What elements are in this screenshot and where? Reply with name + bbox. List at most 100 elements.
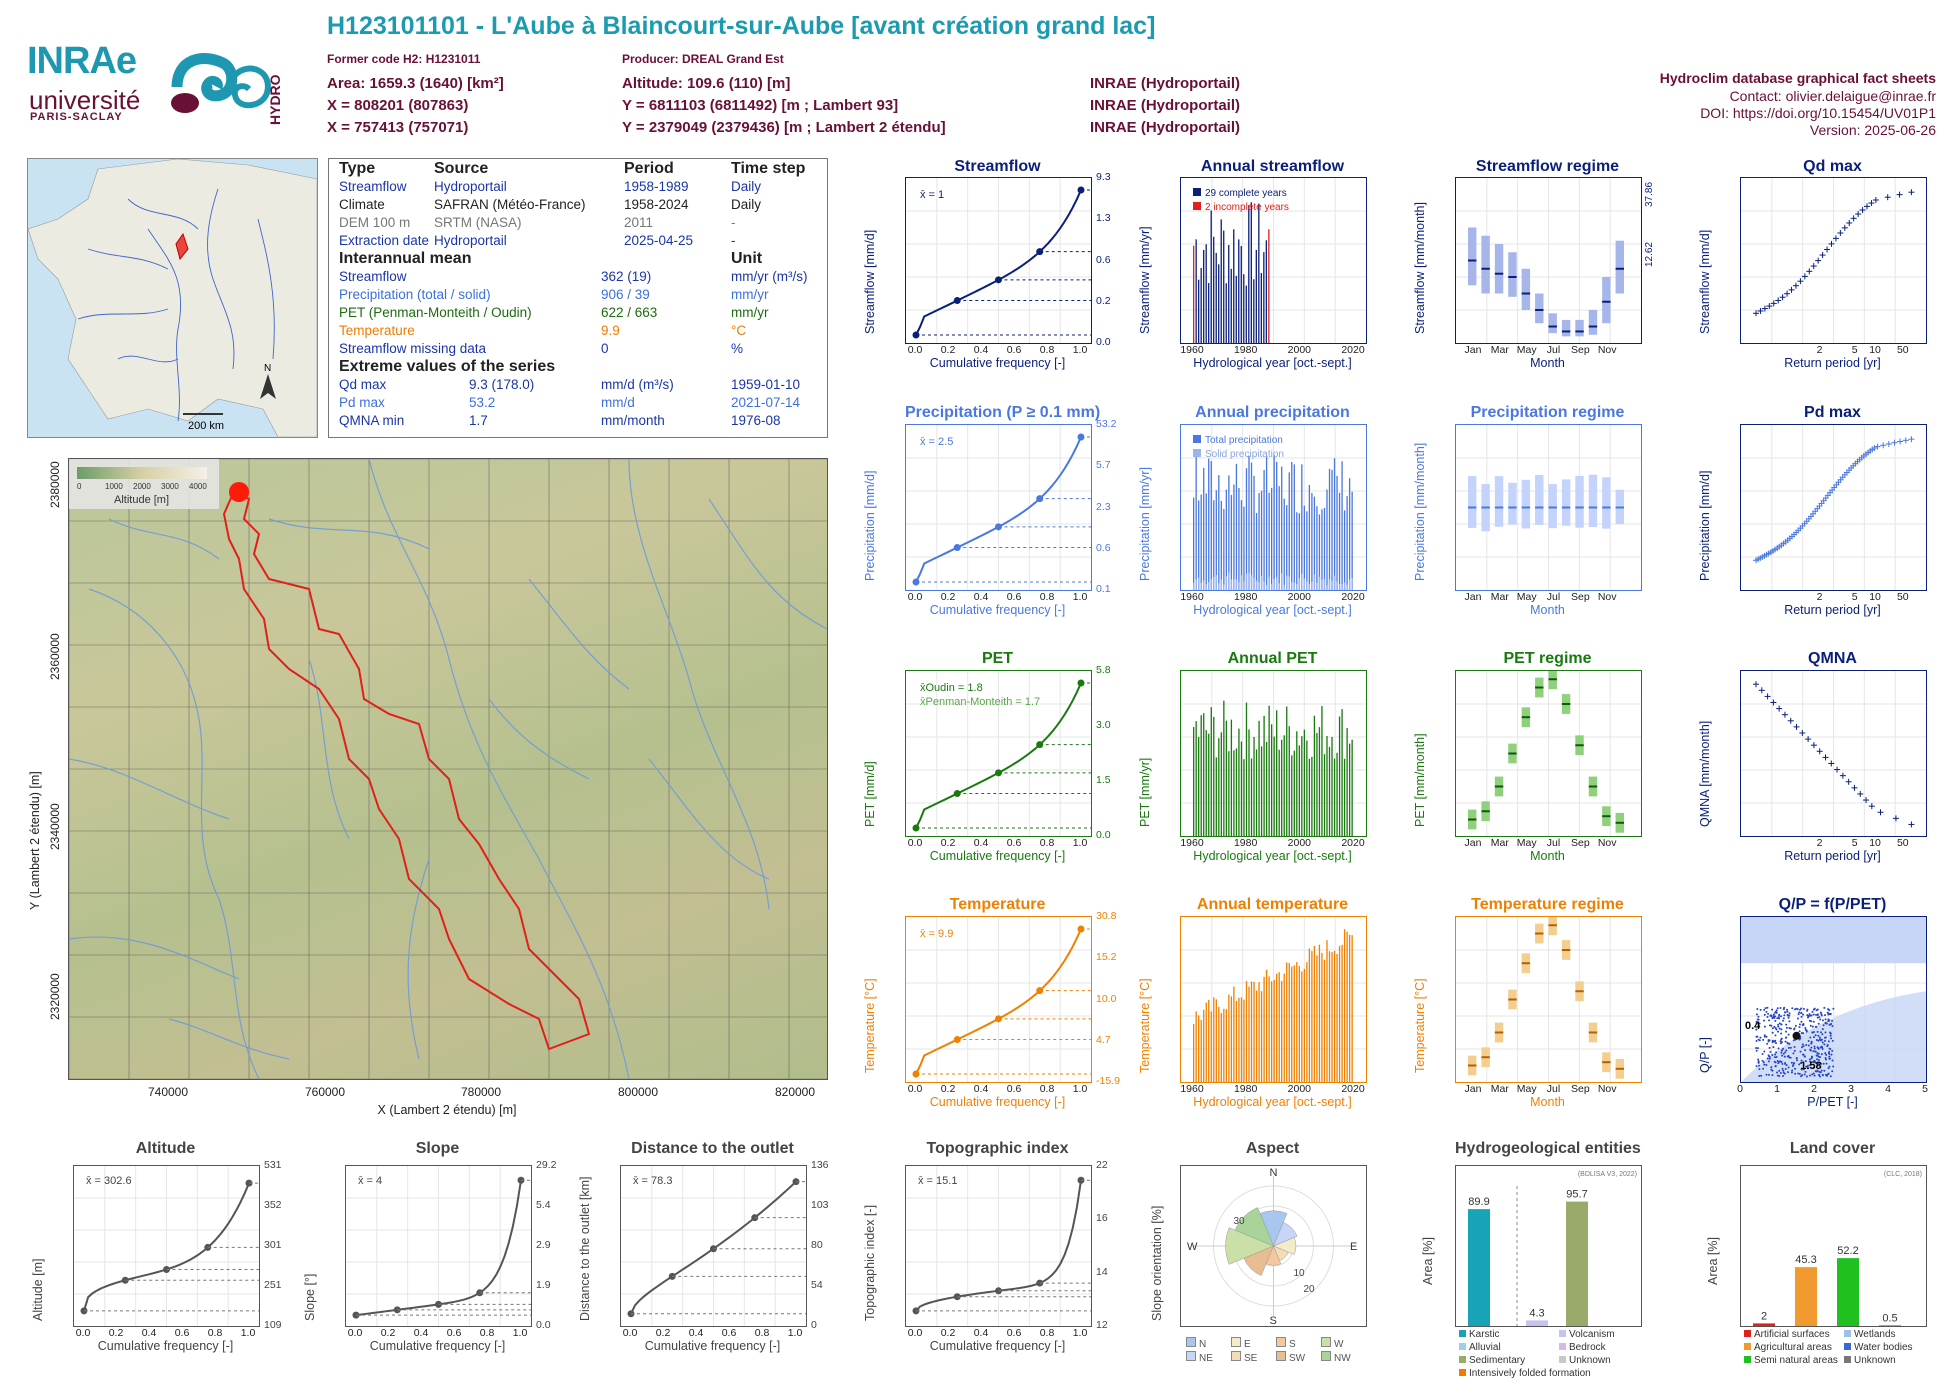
legend-label: W <box>1334 1339 1344 1350</box>
legend-label: Karstic <box>1469 1329 1500 1340</box>
qp-point <box>1808 1013 1811 1016</box>
qp-point <box>1757 1058 1760 1061</box>
quantile-value: 103 <box>811 1199 829 1211</box>
qp-point <box>1824 1052 1827 1055</box>
plot-area <box>1455 670 1642 837</box>
x-tick: 0.8 <box>1039 591 1055 603</box>
annual-bar <box>1218 264 1220 343</box>
x-axis-label: P/PET [-] <box>1807 1095 1858 1109</box>
x-tick: May <box>1516 837 1537 849</box>
legend-label: Sedimentary <box>1469 1355 1526 1366</box>
annual-bar <box>1195 454 1197 590</box>
annual-bar <box>1228 994 1230 1082</box>
qp-point <box>1784 1051 1787 1054</box>
y-axis-label: PET [mm/yr] <box>1138 757 1152 827</box>
qp-point <box>1815 1009 1818 1012</box>
x-tick: 2020 <box>1341 1083 1365 1095</box>
annual-bar <box>1268 229 1270 343</box>
plot-svg: x̄ = 1 <box>906 178 1091 343</box>
qp-point <box>1757 1060 1760 1063</box>
qp-point <box>1768 1055 1771 1058</box>
hydro-logo: HYDRO <box>171 53 283 125</box>
legend-item: Artificial surfaces <box>1744 1329 1830 1340</box>
quantile-value: 12 <box>1096 1319 1108 1331</box>
qp-point <box>1773 1056 1776 1059</box>
x-tick: 0.2 <box>108 1327 124 1339</box>
area-bar <box>1468 1209 1490 1326</box>
annual-bar <box>1255 513 1258 590</box>
x-ticks: 0.0 0.2 0.4 0.6 0.8 1.0 <box>620 1327 805 1339</box>
annual-bar <box>1343 758 1346 836</box>
qp-point <box>1817 1047 1820 1050</box>
qp-point <box>1821 1033 1824 1036</box>
annual-bar <box>1351 739 1353 836</box>
annual-bar <box>1333 950 1336 1082</box>
qp-point <box>1831 1070 1834 1073</box>
qp-point <box>1763 1050 1766 1053</box>
qp-point <box>1790 1061 1793 1064</box>
sheet-contact: Contact: olivier.delaigue@inrae.fr <box>1729 88 1936 104</box>
annual-bar <box>1323 959 1326 1082</box>
annual-bar <box>1265 969 1268 1082</box>
qp-point <box>1780 1038 1783 1041</box>
x-tick: 0.6 <box>1006 344 1022 356</box>
annual-bar <box>1233 229 1235 343</box>
x-tick: 0.8 <box>479 1327 495 1339</box>
x-ticks: 0.0 0.2 0.4 0.6 0.8 1.0 <box>905 591 1090 603</box>
annual-bar <box>1235 463 1238 590</box>
qp-point <box>1831 1019 1834 1022</box>
qp-point <box>1816 1016 1819 1019</box>
qp-point <box>1819 1066 1822 1069</box>
qp-point <box>1771 1053 1774 1056</box>
annual-bar <box>1278 972 1280 1082</box>
annual-bar <box>1223 700 1225 836</box>
annual-bar <box>1321 952 1323 1082</box>
universite-logo: université <box>29 85 141 115</box>
solid-bar <box>1293 582 1295 590</box>
plot-svg <box>1456 178 1641 343</box>
solid-bar <box>1200 583 1202 590</box>
qp-point <box>1779 1071 1782 1074</box>
panel-title: Pd max <box>1804 404 1861 421</box>
annual-bar <box>1336 475 1338 590</box>
x-axis-label: Cumulative frequency [-] <box>644 1339 781 1353</box>
legend-swatch <box>1459 1343 1466 1350</box>
legend-label: 29 complete years <box>1205 188 1287 199</box>
quantile-value: 0.6 <box>1096 541 1111 554</box>
qp-point <box>1823 1039 1826 1042</box>
annual-bar <box>1328 747 1331 836</box>
qp-point <box>1762 1067 1765 1070</box>
solid-bar <box>1328 579 1331 590</box>
annual-bar <box>1200 494 1202 590</box>
qp-point <box>1809 1060 1812 1063</box>
annual-bar <box>1248 205 1250 343</box>
x-tick: Nov <box>1597 591 1617 603</box>
legend-label: Solid precipitation <box>1205 449 1284 460</box>
paris-saclay-logo: PARIS-SACLAY <box>30 111 123 123</box>
qp-point <box>1785 1036 1788 1039</box>
annual-bar <box>1223 1008 1225 1082</box>
qp-point <box>1795 1057 1798 1060</box>
annual-bar <box>1213 716 1215 836</box>
annual-bar <box>1306 740 1308 836</box>
x-tick: Mar <box>1490 344 1509 356</box>
annual-bar <box>1198 500 1200 590</box>
qp-point <box>1755 1039 1758 1042</box>
quantile-value: 0.6 <box>1096 253 1111 266</box>
x-tick: 5 <box>1851 837 1858 849</box>
annual-bar <box>1220 500 1222 590</box>
x-axis-label: Return period [yr] <box>1784 356 1881 370</box>
qp-point <box>1829 1075 1832 1078</box>
annual-bar <box>1245 468 1248 590</box>
legend-swatch <box>1744 1330 1751 1337</box>
regime-box <box>1588 474 1598 528</box>
mean-note: x̄ = 4 <box>358 1175 382 1187</box>
outlet-marker <box>229 482 249 502</box>
bar-value: 95.7 <box>1566 1189 1587 1201</box>
annual-bar <box>1200 1020 1202 1082</box>
annual-bar <box>1303 729 1306 836</box>
regime-box <box>1494 244 1504 294</box>
annual-bar <box>1265 742 1268 836</box>
qp-point <box>1768 1046 1771 1049</box>
x-ticks: Jan Mar May Jul Sep Nov <box>1455 837 1640 849</box>
